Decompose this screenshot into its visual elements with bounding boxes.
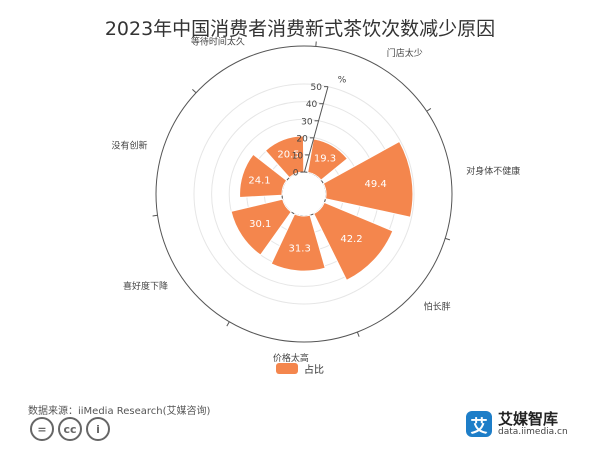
value-label: 49.4 <box>365 179 387 190</box>
equals-icon: = <box>30 417 54 441</box>
angle-tick <box>426 108 432 112</box>
brand-url: data.iimedia.cn <box>498 426 568 437</box>
radial-tick-label: 10 <box>292 151 304 161</box>
legend[interactable]: 占比 <box>0 361 600 376</box>
angle-tick <box>356 331 360 337</box>
category-label: 没有创新 <box>112 139 148 151</box>
angle-tick <box>226 321 230 327</box>
value-label: 19.3 <box>314 153 336 164</box>
license-icons: = cc i <box>30 417 110 441</box>
category-label: 价格太高 <box>273 352 309 364</box>
category-label: 等待时间太久 <box>191 36 245 48</box>
legend-label: 占比 <box>304 365 324 376</box>
brand-logo-icon: 艾 <box>466 411 492 438</box>
brand-name: 艾媒智库 <box>498 410 559 428</box>
value-label: 30.1 <box>249 219 271 230</box>
grid-circle <box>193 83 415 305</box>
value-label: 31.3 <box>289 243 311 254</box>
angle-tick <box>445 237 451 241</box>
radial-tick-label: 20 <box>296 134 308 144</box>
bars-layer <box>230 135 414 281</box>
legend-swatch <box>276 363 298 374</box>
value-label: 24.1 <box>248 176 270 187</box>
value-label: 42.2 <box>340 234 362 245</box>
radial-tick-label: 40 <box>306 100 318 110</box>
category-label: 对身体不健康 <box>466 165 520 177</box>
bar-怕长胖[interactable] <box>313 201 394 281</box>
chart-title: 2023年中国消费者消费新式茶饮次数减少原因 <box>104 18 496 40</box>
bar-等待时间太久[interactable] <box>264 135 305 179</box>
bar-价格太高[interactable] <box>270 213 326 272</box>
angle-tick <box>192 88 197 94</box>
radial-tick-label: 50 <box>311 83 323 93</box>
category-label: 喜好度下降 <box>123 280 168 292</box>
bar-喜好度下降[interactable] <box>230 198 292 256</box>
radial-tick-label: 30 <box>301 117 313 127</box>
angle-tick <box>152 214 158 217</box>
value-label: 20.5 <box>277 149 299 160</box>
category-label: 门店太少 <box>387 47 423 59</box>
radial-tick-label: 0 <box>293 169 299 179</box>
bar-没有创新[interactable] <box>239 153 288 199</box>
angle-axis-circle <box>155 45 453 343</box>
person-icon: i <box>86 417 110 441</box>
category-label: 怕长胖 <box>424 301 451 313</box>
cc-icon: cc <box>58 417 82 441</box>
labels-layer: 19.3 门店太少 49.4 对身体不健康 42.2 怕长胖 31.3 价格太高 30.1 喜好度… <box>112 36 521 364</box>
source-note: 数据来源：iiMedia Research(艾媒咨询) <box>28 406 211 417</box>
bar-门店太少[interactable] <box>307 138 349 181</box>
radial-axis-line <box>303 86 329 173</box>
brand: 艾 艾媒智库 data.iimedia.cn <box>466 410 568 438</box>
radial-unit-label: % <box>338 76 347 86</box>
bar-对身体不健康[interactable] <box>322 140 414 218</box>
